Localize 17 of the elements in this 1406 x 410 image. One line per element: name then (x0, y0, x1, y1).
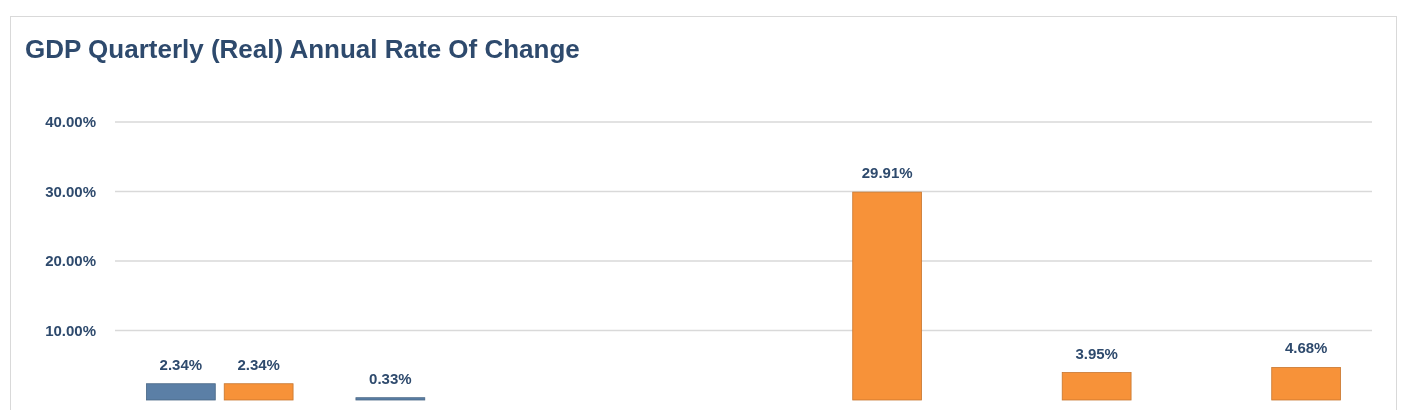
data-label: 2.34% (159, 355, 203, 373)
bar (852, 191, 922, 401)
data-label: 29.91% (861, 164, 913, 182)
data-label: 0.33% (369, 369, 412, 387)
bar (146, 383, 216, 401)
bar (1061, 372, 1132, 401)
data-label: 3.95% (1075, 344, 1118, 362)
y-tick-label: 40.00% (45, 113, 96, 131)
y-tick-label: 10.00% (45, 321, 96, 339)
bar (355, 397, 426, 401)
data-label: 2.34% (237, 355, 280, 373)
y-tick-label: 30.00% (45, 182, 96, 200)
bar (223, 383, 294, 401)
chart-title: GDP Quarterly (Real) Annual Rate Of Change (25, 34, 580, 64)
data-label: 4.68% (1284, 339, 1328, 357)
bar (1271, 367, 1341, 401)
y-tick-label: 20.00% (45, 252, 96, 270)
